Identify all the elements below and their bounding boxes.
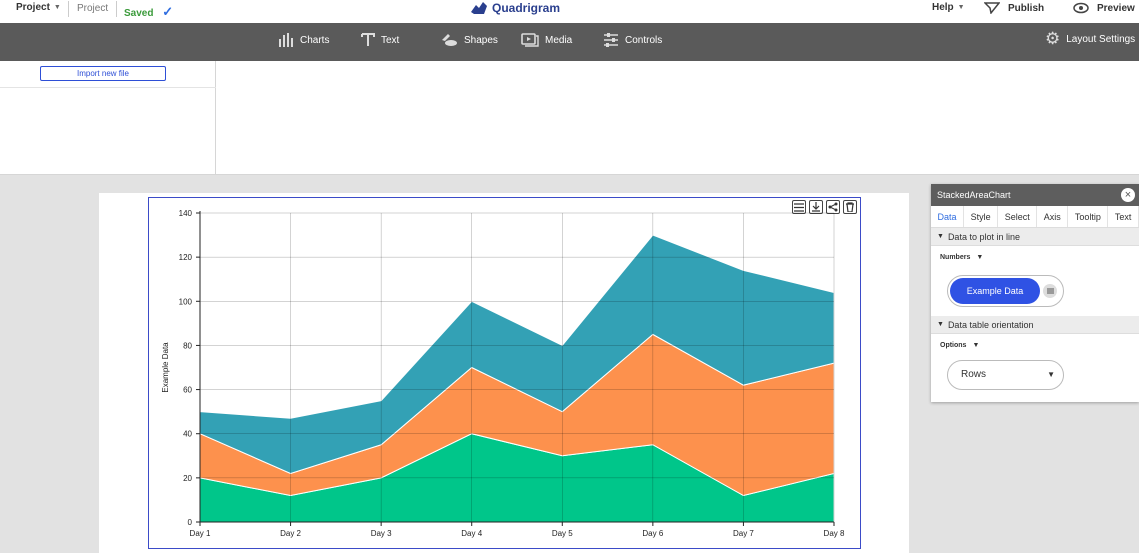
- text-button[interactable]: Text: [361, 33, 399, 47]
- x-tick-label: Day 7: [733, 529, 754, 538]
- media-button[interactable]: Media: [521, 33, 572, 47]
- chart-settings-panel: StackedAreaChart × Data Style Select Axi…: [931, 184, 1139, 402]
- tab-axis[interactable]: Axis: [1037, 206, 1069, 227]
- app-logo-text: Quadrigram: [492, 1, 561, 15]
- save-status: Saved ✓: [124, 4, 173, 20]
- section-title: Data table orientation: [947, 319, 1034, 330]
- y-tick-label: 80: [183, 341, 192, 350]
- import-file-button[interactable]: Import new file: [40, 66, 166, 81]
- stacked-area-chart[interactable]: 0 20 40 60 80 100 120 140 Day 1 Day 2 Day 3 Day 4 Da…: [148, 197, 861, 549]
- orientation-select[interactable]: Rows ▼: [947, 360, 1064, 390]
- publish-button[interactable]: Publish: [984, 2, 1044, 14]
- preview-button[interactable]: Preview: [1073, 2, 1135, 14]
- shapes-icon: [442, 34, 457, 46]
- check-icon: ✓: [162, 4, 174, 19]
- publish-label: Publish: [1008, 2, 1045, 14]
- section-table-orientation[interactable]: ▼ Data table orientation: [931, 316, 1139, 334]
- save-status-label: Saved: [124, 8, 154, 19]
- media-icon: [521, 33, 539, 47]
- y-tick-label: 100: [179, 297, 193, 306]
- tab-data[interactable]: Data: [931, 206, 965, 227]
- caret-down-icon: ▼: [1047, 370, 1055, 379]
- y-tick-label: 0: [188, 518, 193, 527]
- data-pill-container: Example Data: [947, 275, 1064, 307]
- project-name[interactable]: Project: [77, 3, 109, 14]
- divider: [68, 1, 69, 17]
- x-tick-label: Day 5: [552, 529, 573, 538]
- options-dropdown[interactable]: Options ▼: [931, 334, 979, 349]
- options-label: Options: [940, 342, 967, 349]
- close-icon[interactable]: ×: [1121, 188, 1135, 202]
- tab-style[interactable]: Style: [964, 206, 999, 227]
- controls-button[interactable]: Controls: [603, 33, 662, 47]
- text-label: Text: [381, 34, 400, 46]
- x-tick-label: Day 1: [190, 529, 211, 538]
- y-tick-label: 140: [179, 209, 193, 218]
- shapes-label: Shapes: [464, 34, 498, 46]
- tab-tooltip[interactable]: Tooltip: [1068, 206, 1109, 227]
- project-menu[interactable]: Project ▼: [16, 2, 61, 13]
- panel-title: StackedAreaChart: [937, 190, 1011, 200]
- bar-chart-icon: [279, 33, 293, 47]
- controls-label: Controls: [625, 34, 663, 46]
- caret-down-icon: ▼: [937, 232, 944, 240]
- caret-down-icon: ▼: [972, 342, 980, 349]
- project-menu-label: Project: [16, 2, 50, 13]
- eye-icon: [1073, 2, 1089, 14]
- charts-button[interactable]: Charts: [278, 33, 329, 47]
- section-data-to-plot[interactable]: ▼ Data to plot in line: [931, 228, 1139, 246]
- numbers-label: Numbers: [940, 254, 971, 261]
- y-tick-label: 20: [183, 474, 192, 483]
- quadrigram-logo-icon: [471, 2, 487, 14]
- help-label: Help: [932, 2, 954, 13]
- caret-down-icon: ▼: [957, 4, 965, 11]
- tab-select[interactable]: Select: [998, 206, 1038, 227]
- download-icon[interactable]: [809, 200, 823, 214]
- numbers-dropdown[interactable]: Numbers ▼: [931, 246, 1139, 261]
- section-title: Data to plot in line: [947, 231, 1020, 242]
- tab-text[interactable]: Text: [1108, 206, 1139, 227]
- panel-header: StackedAreaChart ×: [931, 184, 1139, 206]
- settings-tabs: Data Style Select Axis Tooltip Text: [931, 206, 1139, 228]
- x-tick-label: Day 2: [280, 529, 301, 538]
- data-area: Import new file: [0, 61, 1139, 175]
- send-icon: [984, 2, 1000, 14]
- media-label: Media: [545, 34, 573, 46]
- text-icon: [361, 33, 375, 46]
- share-icon[interactable]: [826, 200, 840, 214]
- y-tick-label: 60: [183, 386, 192, 395]
- trash-icon[interactable]: [843, 200, 857, 214]
- y-tick-label: 120: [179, 253, 193, 262]
- data-sources-panel: Import new file: [0, 61, 216, 175]
- app-logo[interactable]: Quadrigram: [470, 1, 560, 15]
- x-tick-label: Day 6: [642, 529, 663, 538]
- layout-settings-button[interactable]: ⚙ Layout Settings: [1045, 29, 1136, 48]
- caret-down-icon: ▼: [937, 320, 944, 328]
- layout-settings-label: Layout Settings: [1066, 33, 1136, 45]
- sliders-icon: [604, 33, 618, 47]
- shapes-button[interactable]: Shapes: [440, 33, 498, 47]
- divider: [116, 1, 117, 17]
- menu-icon[interactable]: [1043, 284, 1057, 298]
- x-tick-label: Day 3: [371, 529, 392, 538]
- gear-icon: ⚙: [1045, 29, 1061, 48]
- caret-down-icon: ▼: [976, 254, 984, 261]
- list-icon[interactable]: [792, 200, 806, 214]
- area-series-3[interactable]: [199, 234, 835, 474]
- caret-down-icon: ▼: [53, 4, 61, 11]
- insert-toolbar: Charts Text Shapes Media Controls ⚙ Layo…: [0, 23, 1139, 61]
- orientation-value: Rows: [961, 369, 987, 380]
- chart-toolbar: [792, 200, 857, 214]
- x-tick-label: Day 4: [461, 529, 482, 538]
- help-menu[interactable]: Help ▼: [932, 2, 965, 13]
- top-bar: Project ▼ Project Saved ✓ Quadrigram Hel…: [0, 0, 1139, 23]
- y-axis-label: Example Data: [161, 342, 170, 393]
- divider: [0, 87, 216, 88]
- x-tick-label: Day 8: [824, 529, 845, 538]
- charts-label: Charts: [300, 34, 330, 46]
- y-tick-label: 40: [183, 430, 192, 439]
- example-data-pill[interactable]: Example Data: [950, 278, 1040, 304]
- preview-label: Preview: [1097, 2, 1135, 14]
